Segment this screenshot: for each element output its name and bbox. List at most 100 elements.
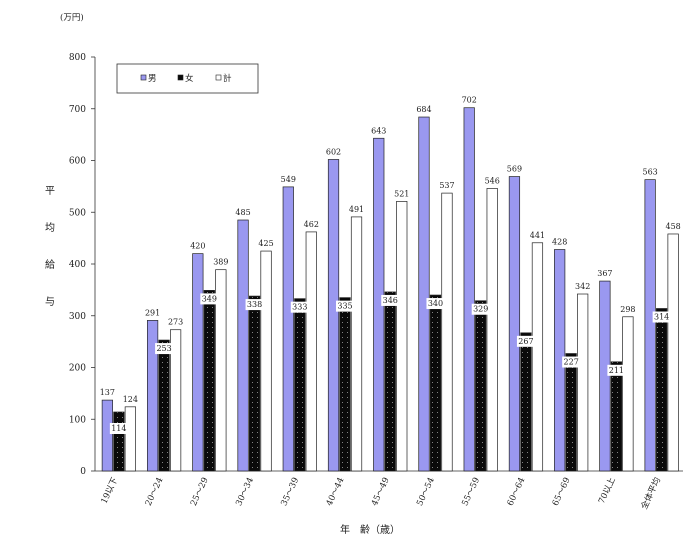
data-label-total-5: 491 bbox=[349, 205, 364, 214]
data-label-total-12: 458 bbox=[665, 222, 680, 231]
bar-男-0 bbox=[101, 399, 113, 472]
bar-女-3 bbox=[248, 295, 261, 472]
data-label-female-bg-9 bbox=[516, 335, 535, 347]
data-label-total-1: 273 bbox=[168, 318, 183, 327]
data-label-male-9: 569 bbox=[507, 165, 522, 174]
x-tick-label-1: 20～24 bbox=[144, 476, 166, 508]
data-label-female-bg-8 bbox=[471, 303, 490, 315]
bar-計-2 bbox=[215, 269, 227, 472]
bars bbox=[101, 107, 679, 472]
data-label-male-6: 643 bbox=[371, 126, 386, 135]
data-label-male-0: 137 bbox=[100, 388, 115, 397]
data-label-female-bg-4 bbox=[290, 301, 309, 313]
data-label-female-bg-2 bbox=[200, 293, 219, 305]
bar-男-4 bbox=[282, 186, 294, 472]
bar-男-7 bbox=[418, 116, 430, 472]
bar-男-3 bbox=[237, 219, 249, 472]
y-tick-label: 400 bbox=[69, 260, 86, 270]
data-label-female-bg-7 bbox=[426, 298, 445, 310]
bar-女-10 bbox=[565, 353, 577, 472]
x-axis-title: 年 齢（歳） bbox=[340, 523, 400, 536]
bar-計-4 bbox=[305, 231, 317, 472]
bar-男-12 bbox=[644, 179, 656, 472]
data-label-female-bg-11 bbox=[607, 364, 626, 376]
data-labels: 137 124 114 291 273 253 420 389 349 485 425 338 549 4… bbox=[100, 96, 681, 434]
x-tick-label-0: 19以下 bbox=[100, 476, 121, 506]
data-label-male-7: 684 bbox=[416, 105, 431, 114]
legend-swatch-2 bbox=[215, 74, 222, 81]
data-label-male-10: 428 bbox=[552, 238, 567, 247]
data-label-female-2: 349 bbox=[202, 294, 217, 303]
data-label-female-4: 333 bbox=[292, 303, 307, 312]
y-tick-label: 200 bbox=[69, 364, 86, 374]
bar-女-9 bbox=[520, 332, 532, 472]
data-label-female-3: 338 bbox=[247, 300, 262, 309]
bar-計-3 bbox=[260, 250, 272, 472]
bar-計-7 bbox=[441, 192, 453, 472]
data-label-female-bg-0 bbox=[109, 423, 128, 434]
data-label-female-7: 340 bbox=[428, 299, 443, 308]
legend-label-2: 計 bbox=[223, 73, 232, 84]
bar-計-11 bbox=[622, 316, 634, 472]
x-tick-label-7: 50～54 bbox=[415, 476, 437, 508]
data-label-female-9: 267 bbox=[518, 337, 533, 346]
data-label-female-bg-6 bbox=[381, 294, 400, 306]
legend: 男女計 bbox=[116, 63, 259, 94]
bar-計-8 bbox=[486, 188, 498, 472]
bar-計-6 bbox=[396, 201, 408, 472]
data-label-female-5: 335 bbox=[337, 302, 352, 311]
data-label-total-3: 425 bbox=[258, 239, 273, 248]
y-tick-label: 800 bbox=[69, 53, 86, 63]
y-tick-label: 300 bbox=[69, 312, 86, 322]
legend-swatch-0 bbox=[140, 74, 147, 81]
bar-女-11 bbox=[610, 361, 623, 472]
data-label-total-7: 537 bbox=[439, 181, 454, 190]
y-axis-title: 平均給与 bbox=[45, 186, 55, 308]
bar-女-2 bbox=[203, 290, 215, 472]
data-label-female-1: 253 bbox=[156, 344, 171, 353]
y-tick-label: 700 bbox=[69, 105, 86, 115]
bar-女-1 bbox=[158, 339, 170, 472]
data-label-female-6: 346 bbox=[383, 296, 398, 305]
data-label-total-6: 521 bbox=[394, 189, 409, 198]
bar-計-0 bbox=[124, 406, 136, 472]
data-label-male-1: 291 bbox=[145, 308, 160, 317]
data-label-male-12: 563 bbox=[642, 168, 657, 177]
x-tick-label-8: 55～59 bbox=[460, 476, 482, 508]
bar-男-1 bbox=[147, 320, 159, 472]
bar-計-12 bbox=[667, 233, 679, 472]
data-label-total-8: 546 bbox=[485, 176, 500, 185]
data-label-male-11: 367 bbox=[597, 269, 612, 278]
y-tick-label: 0 bbox=[80, 467, 86, 477]
x-tick-label-2: 25～29 bbox=[189, 476, 211, 508]
x-tick-label-5: 40～44 bbox=[325, 476, 347, 508]
bar-女-8 bbox=[475, 300, 487, 472]
x-tick-label-4: 35～39 bbox=[279, 476, 301, 508]
data-label-total-10: 342 bbox=[575, 282, 590, 291]
legend-swatch-1 bbox=[177, 74, 184, 81]
data-label-total-0: 124 bbox=[123, 395, 138, 404]
legend-label-0: 男 bbox=[148, 74, 157, 84]
x-tick-label-10: 65～69 bbox=[551, 476, 573, 508]
bar-計-10 bbox=[577, 293, 589, 472]
bar-男-5 bbox=[327, 159, 340, 472]
data-label-female-bg-1 bbox=[155, 343, 174, 355]
bar-女-0 bbox=[113, 411, 125, 472]
x-tick-label-3: 30～34 bbox=[234, 476, 256, 508]
data-label-male-2: 420 bbox=[190, 242, 205, 251]
y-tick-label: 600 bbox=[69, 157, 86, 167]
unit-label: (万円) bbox=[60, 12, 84, 23]
x-tick-label-12: 全体平均 bbox=[639, 476, 663, 511]
bar-女-4 bbox=[294, 298, 306, 472]
data-label-total-4: 462 bbox=[304, 220, 319, 229]
data-label-male-4: 549 bbox=[281, 175, 296, 184]
bar-女-5 bbox=[339, 297, 351, 472]
data-label-male-8: 702 bbox=[462, 96, 477, 105]
bar-女-12 bbox=[656, 308, 668, 472]
data-label-female-0: 114 bbox=[111, 424, 126, 433]
legend-label-1: 女 bbox=[185, 73, 194, 84]
x-tick-label-6: 45～49 bbox=[370, 476, 392, 508]
data-label-female-bg-5 bbox=[336, 300, 355, 312]
data-label-female-bg-3 bbox=[245, 299, 264, 311]
